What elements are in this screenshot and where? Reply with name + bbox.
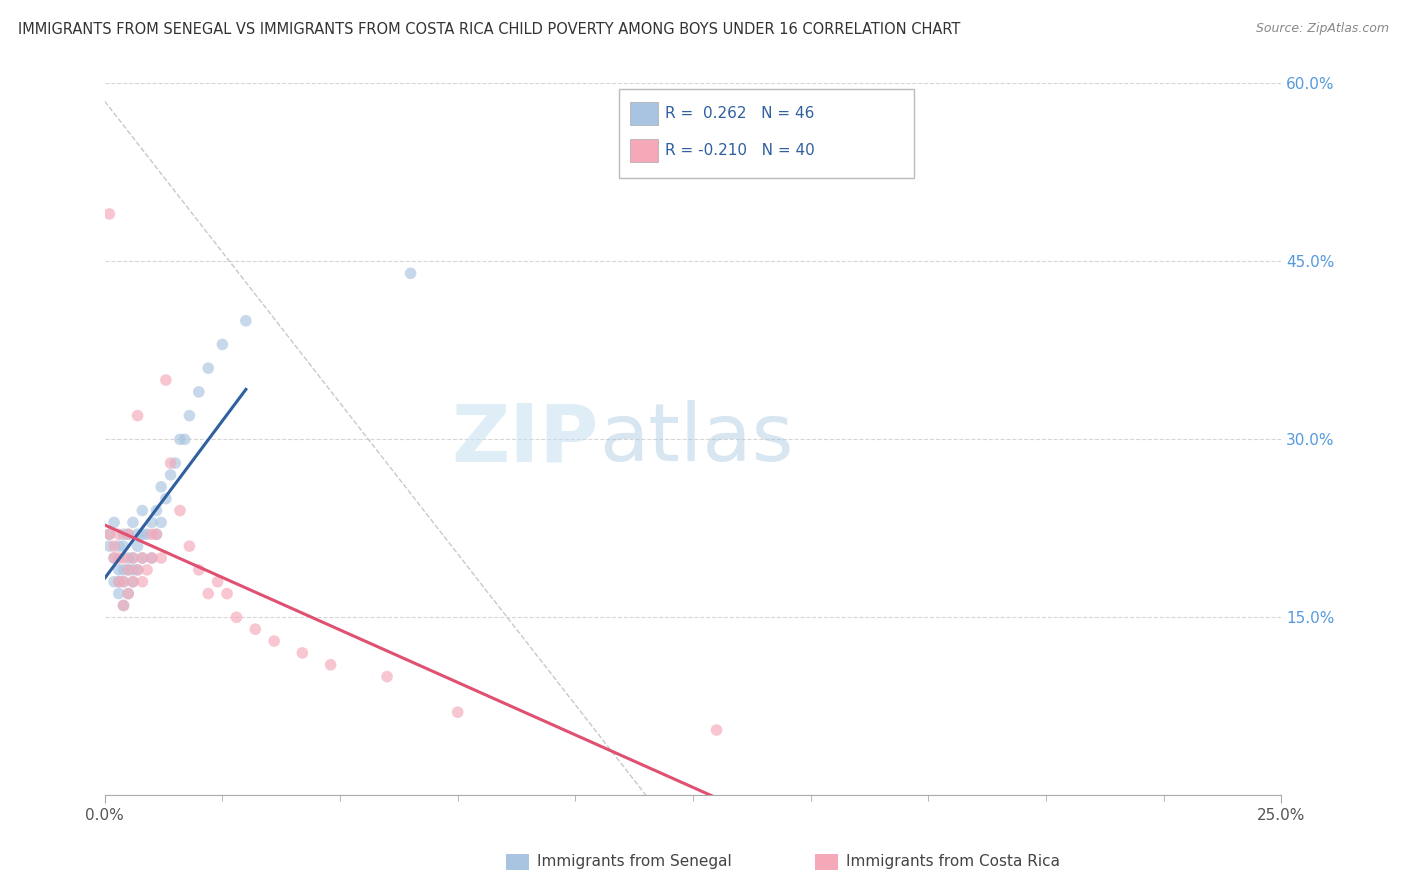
Point xyxy=(107,551,129,566)
Point xyxy=(98,527,121,541)
Point xyxy=(245,622,267,636)
Point xyxy=(187,384,209,399)
Point xyxy=(155,491,177,506)
Text: IMMIGRANTS FROM SENEGAL VS IMMIGRANTS FROM COSTA RICA CHILD POVERTY AMONG BOYS U: IMMIGRANTS FROM SENEGAL VS IMMIGRANTS FR… xyxy=(18,22,960,37)
Point xyxy=(117,586,139,600)
Point xyxy=(225,610,247,624)
Point xyxy=(117,551,139,566)
Point xyxy=(197,586,219,600)
Text: atlas: atlas xyxy=(599,401,793,478)
Point xyxy=(706,723,728,737)
Point xyxy=(127,563,149,577)
Point xyxy=(103,551,125,566)
Point xyxy=(122,551,145,566)
Point xyxy=(122,516,145,530)
Point xyxy=(447,705,470,719)
Point xyxy=(159,456,181,470)
Point xyxy=(263,634,285,648)
Point xyxy=(112,599,135,613)
Point xyxy=(103,551,125,566)
Point xyxy=(117,527,139,541)
Point xyxy=(117,563,139,577)
Point xyxy=(215,586,238,600)
Point xyxy=(122,563,145,577)
Point xyxy=(131,574,153,589)
Point xyxy=(112,574,135,589)
Text: Immigrants from Costa Rica: Immigrants from Costa Rica xyxy=(846,855,1060,869)
Point xyxy=(122,574,145,589)
Point xyxy=(117,527,139,541)
Point xyxy=(107,574,129,589)
Point xyxy=(112,539,135,553)
Point xyxy=(141,527,163,541)
Point xyxy=(127,527,149,541)
Point xyxy=(98,539,121,553)
Point xyxy=(117,586,139,600)
Point xyxy=(141,516,163,530)
Point xyxy=(179,539,201,553)
Point xyxy=(131,551,153,566)
Point xyxy=(127,409,149,423)
Point xyxy=(145,527,167,541)
Point xyxy=(136,563,159,577)
Point xyxy=(107,574,129,589)
Point xyxy=(107,527,129,541)
Point xyxy=(197,361,219,376)
Point xyxy=(179,409,201,423)
Point xyxy=(145,527,167,541)
Point xyxy=(98,207,121,221)
Point xyxy=(141,551,163,566)
Text: ZIP: ZIP xyxy=(451,401,599,478)
Point xyxy=(187,563,209,577)
Text: R =  0.262   N = 46: R = 0.262 N = 46 xyxy=(665,106,814,120)
Point xyxy=(107,539,129,553)
Point xyxy=(112,599,135,613)
Point xyxy=(399,266,422,280)
Point xyxy=(375,670,398,684)
Point xyxy=(169,503,191,517)
Point xyxy=(127,539,149,553)
Point xyxy=(103,539,125,553)
Point xyxy=(98,527,121,541)
Point xyxy=(127,563,149,577)
Point xyxy=(117,563,139,577)
Point xyxy=(103,516,125,530)
Text: Immigrants from Senegal: Immigrants from Senegal xyxy=(537,855,733,869)
Point xyxy=(291,646,314,660)
Text: R = -0.210   N = 40: R = -0.210 N = 40 xyxy=(665,144,815,158)
Point xyxy=(155,373,177,387)
Point xyxy=(165,456,187,470)
Point xyxy=(122,574,145,589)
Point xyxy=(141,551,163,566)
Point xyxy=(122,551,145,566)
Point xyxy=(131,527,153,541)
Point xyxy=(235,314,257,328)
Point xyxy=(107,586,129,600)
Point xyxy=(207,574,229,589)
Point xyxy=(112,574,135,589)
Point xyxy=(169,433,191,447)
Point xyxy=(150,480,173,494)
Point xyxy=(159,467,181,482)
Text: Source: ZipAtlas.com: Source: ZipAtlas.com xyxy=(1256,22,1389,36)
Point xyxy=(112,551,135,566)
Point xyxy=(131,503,153,517)
Point xyxy=(150,516,173,530)
Point xyxy=(150,551,173,566)
Point xyxy=(211,337,233,351)
Point xyxy=(131,551,153,566)
Point xyxy=(136,527,159,541)
Point xyxy=(103,574,125,589)
Point xyxy=(145,503,167,517)
Point xyxy=(112,527,135,541)
Point xyxy=(319,657,342,672)
Point xyxy=(107,563,129,577)
Point xyxy=(173,433,195,447)
Point xyxy=(112,563,135,577)
